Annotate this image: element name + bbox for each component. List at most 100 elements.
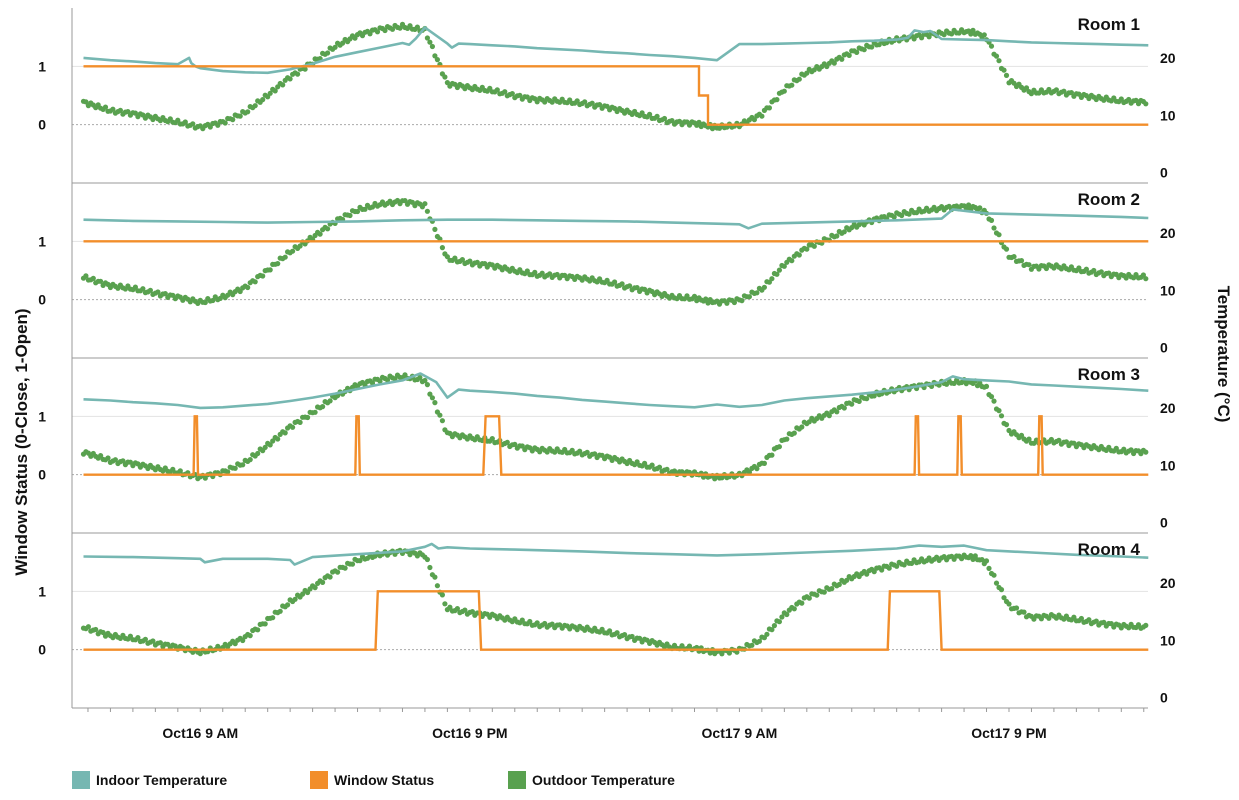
outdoor-temperature-point [749,642,755,648]
outdoor-temperature-point [517,92,523,98]
outdoor-temperature-point [1086,617,1092,623]
series [80,21,1149,657]
outdoor-temperature-point [177,468,183,474]
outdoor-temperature-point [447,604,453,610]
window-status-line [83,65,1149,126]
outdoor-temperature-point [988,43,995,49]
outdoor-temperature-point [1003,422,1010,428]
outdoor-temperature-point [996,58,1002,64]
outdoor-temperature-point [834,409,840,415]
outdoor-temperature-series [80,372,1149,482]
outdoor-temperature-point [796,76,802,82]
outdoor-temperature-point [756,638,763,644]
outdoor-temperature-point [1026,436,1032,442]
outdoor-temperature-point [607,628,613,634]
legend-label-indoor: Indoor Temperature [96,772,228,788]
y-left-tick-label: 0 [38,117,46,133]
outdoor-temperature-point [117,107,123,113]
outdoor-temperature-point [190,121,196,127]
outdoor-temperature-point [771,623,778,629]
outdoor-temperature-point [766,105,773,111]
outdoor-temperature-point [285,602,291,608]
indoor-temperature-line [83,542,1149,566]
outdoor-temperature-point [90,275,96,281]
outdoor-temperature-point [664,466,670,472]
outdoor-temperature-point [703,296,709,302]
y-right-tick-label: 10 [1160,282,1176,298]
outdoor-temperature-point [1078,615,1084,622]
outdoor-temperature-point [282,430,288,436]
outdoor-temperature-point [979,557,985,563]
outdoor-temperature-point [834,233,840,239]
outdoor-temperature-point [614,630,620,636]
outdoor-temperature-point [968,553,974,559]
outdoor-temperature-point [110,106,116,112]
outdoor-temperature-point [1143,449,1149,455]
outdoor-temperature-point [494,87,500,93]
outdoor-temperature-point [988,394,995,400]
outdoor-temperature-point [1003,72,1010,78]
outdoor-temperature-point [437,412,443,418]
indoor-temperature-line [83,372,1149,410]
outdoor-temperature-point [991,225,997,231]
y-right-tick-label: 20 [1160,400,1176,416]
outdoor-temperature-point [290,424,296,430]
outdoor-temperature-point [354,208,361,215]
outdoor-temperature-point [776,619,783,625]
outdoor-temperature-point [105,455,111,461]
outdoor-temperature-point [267,90,273,96]
outdoor-temperature-point [691,293,698,299]
outdoor-temperature-point [502,89,508,95]
outdoor-temperature-point [844,577,850,583]
outdoor-temperature-point [347,212,353,219]
outdoor-temperature-point [402,198,408,204]
outdoor-temperature-point [222,120,228,126]
outdoor-temperature-point [619,281,625,287]
outdoor-temperature-point [1001,595,1007,601]
outdoor-temperature-point [791,430,797,436]
outdoor-temperature-point [894,563,900,569]
outdoor-temperature-point [392,376,398,382]
outdoor-temperature-point [424,208,430,214]
outdoor-temperature-point [754,290,760,296]
outdoor-temperature-point [891,214,897,220]
outdoor-temperature-point [295,71,301,77]
outdoor-temperature-point [197,651,203,657]
outdoor-temperature-point [534,620,540,626]
outdoor-temperature-point [941,32,947,38]
outdoor-temperature-point [642,460,648,466]
outdoor-temperature-point [509,91,515,97]
outdoor-temperature-point [899,212,905,219]
outdoor-temperature-point [769,276,775,282]
outdoor-temperature-point [302,66,308,72]
outdoor-temperature-point [132,284,138,290]
outdoor-temperature-point [761,460,768,466]
outdoor-temperature-point [349,561,356,567]
outdoor-temperature-point [759,113,765,119]
outdoor-temperature-point [325,226,331,232]
outdoor-temperature-point [799,600,805,606]
x-axis: Oct16 9 AM Oct16 9 PM Oct17 9 AM Oct17 9 PM [87,708,1145,741]
outdoor-temperature-point [98,278,104,284]
outdoor-temperature-point [1018,258,1025,264]
outdoor-temperature-point [267,442,273,448]
outdoor-temperature-point [1021,609,1027,615]
outdoor-temperature-point [789,258,795,264]
outdoor-temperature-point [754,466,760,472]
outdoor-temperature-point [901,562,907,568]
outdoor-temperature-point [459,257,465,263]
y-left-tick-label: 1 [38,583,46,599]
outdoor-temperature-point [277,608,283,614]
outdoor-temperature-point [1003,246,1010,252]
outdoor-temperature-point [1006,601,1012,607]
outdoor-temperature-point [432,53,438,59]
y-right-tick-label: 20 [1160,50,1176,66]
outdoor-temperature-point [98,453,104,459]
outdoor-temperature-point [739,298,745,304]
outdoor-temperature-point [1001,67,1007,73]
outdoor-temperature-point [120,458,126,464]
y-left-tick-label: 1 [38,233,46,249]
outdoor-temperature-point [784,611,790,618]
outdoor-temperature-point [821,589,827,595]
